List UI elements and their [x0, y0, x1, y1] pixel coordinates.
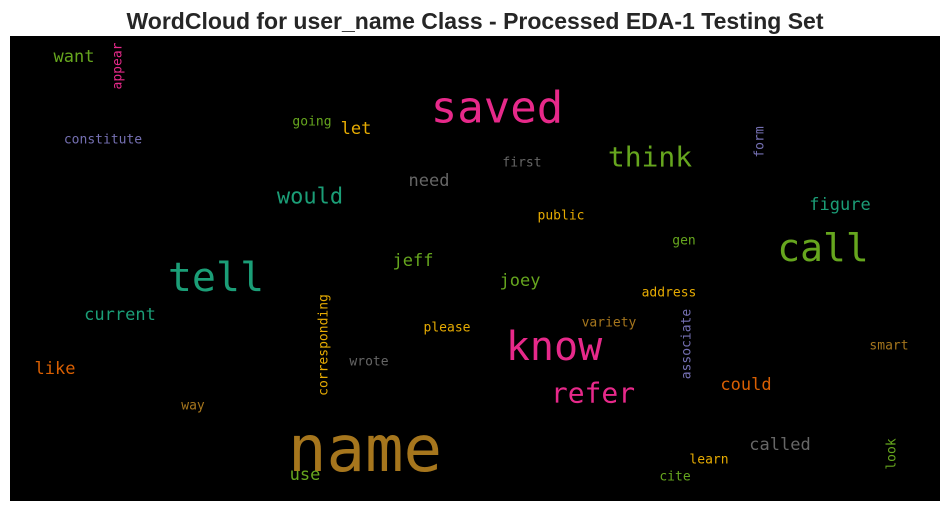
word-wrote: wrote: [349, 355, 388, 370]
word-way: way: [181, 399, 205, 414]
word-refer: refer: [551, 377, 635, 410]
word-appear: appear: [111, 42, 126, 89]
word-could: could: [720, 375, 771, 395]
word-use: use: [290, 465, 321, 485]
word-gen: gen: [672, 234, 695, 249]
word-figure: figure: [809, 195, 870, 215]
word-cloud: name saved tell know call think refer would figu…: [10, 36, 940, 501]
word-variety: variety: [582, 316, 637, 331]
word-called: called: [749, 435, 810, 455]
word-corresponding: corresponding: [317, 294, 332, 396]
word-look: look: [885, 438, 900, 469]
word-think: think: [608, 141, 692, 174]
word-please: please: [424, 321, 471, 336]
word-cloud-canvas: name saved tell know call think refer would figu…: [35, 42, 909, 487]
word-first: first: [502, 156, 541, 171]
word-address: address: [642, 286, 697, 301]
word-know: know: [506, 324, 603, 370]
word-smart: smart: [869, 339, 908, 354]
word-cite: cite: [659, 470, 690, 485]
word-want: want: [54, 47, 95, 67]
chart-title: WordCloud for user_name Class - Processe…: [126, 8, 824, 34]
word-jeff: jeff: [393, 251, 434, 271]
word-constitute: constitute: [64, 133, 142, 148]
word-need: need: [409, 171, 450, 191]
word-call: call: [777, 226, 869, 270]
word-tell: tell: [168, 255, 264, 301]
word-joey: joey: [500, 271, 541, 291]
word-learn: learn: [689, 453, 728, 468]
word-form: form: [753, 126, 768, 157]
word-public: public: [538, 209, 585, 224]
word-let: let: [341, 119, 372, 139]
word-name: name: [288, 413, 442, 487]
word-associate: associate: [680, 309, 695, 380]
word-would: would: [277, 185, 343, 210]
word-like: like: [35, 359, 76, 379]
word-going: going: [292, 115, 331, 130]
word-saved: saved: [431, 83, 563, 134]
word-current: current: [84, 305, 156, 325]
